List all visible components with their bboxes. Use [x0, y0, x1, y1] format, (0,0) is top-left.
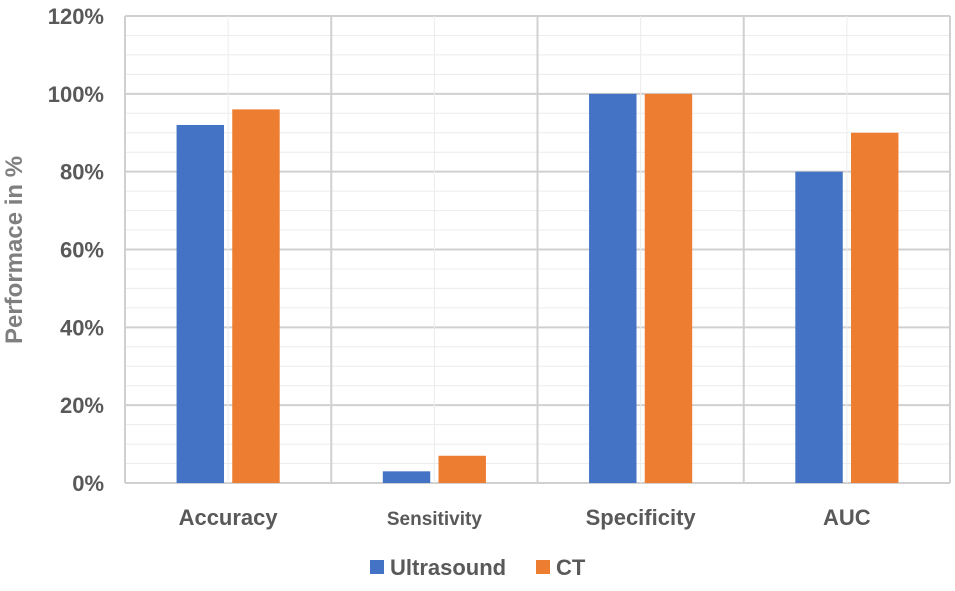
y-tick-label: 100% [48, 82, 104, 107]
x-category-label: Specificity [586, 505, 697, 530]
bar-ct-auc [851, 132, 899, 483]
y-tick-label: 20% [60, 393, 104, 418]
y-tick-label: 60% [60, 238, 104, 263]
legend: Ultrasound CT [370, 555, 586, 580]
x-category-label: AUC [823, 505, 871, 530]
legend-label: Ultrasound [390, 555, 506, 580]
legend-swatch [370, 560, 384, 574]
x-category-label: Sensitivity [387, 509, 482, 530]
y-axis-ticks: 0% 20% 40% 60% 80% 100% 120% [48, 4, 104, 496]
y-tick-label: 0% [72, 471, 104, 496]
y-tick-label: 120% [48, 4, 104, 29]
bar-ultrasound-specificity [589, 93, 637, 483]
legend-swatch [536, 560, 550, 574]
legend-label: CT [556, 555, 586, 580]
bar-ultrasound-auc [795, 171, 843, 483]
y-axis-title: Performace in % [1, 156, 28, 344]
bar-ct-specificity [644, 93, 693, 483]
bar-ultrasound-sensitivity [382, 471, 431, 483]
bar-ct-sensitivity [438, 455, 486, 483]
bars [176, 93, 899, 484]
y-tick-label: 40% [60, 315, 104, 340]
y-tick-label: 80% [60, 160, 104, 185]
bar-ultrasound-accuracy [176, 124, 224, 483]
x-axis-categories: Accuracy Sensitivity Specificity AUC [179, 505, 871, 530]
x-category-label: Accuracy [179, 505, 279, 530]
bar-ct-accuracy [232, 109, 280, 484]
